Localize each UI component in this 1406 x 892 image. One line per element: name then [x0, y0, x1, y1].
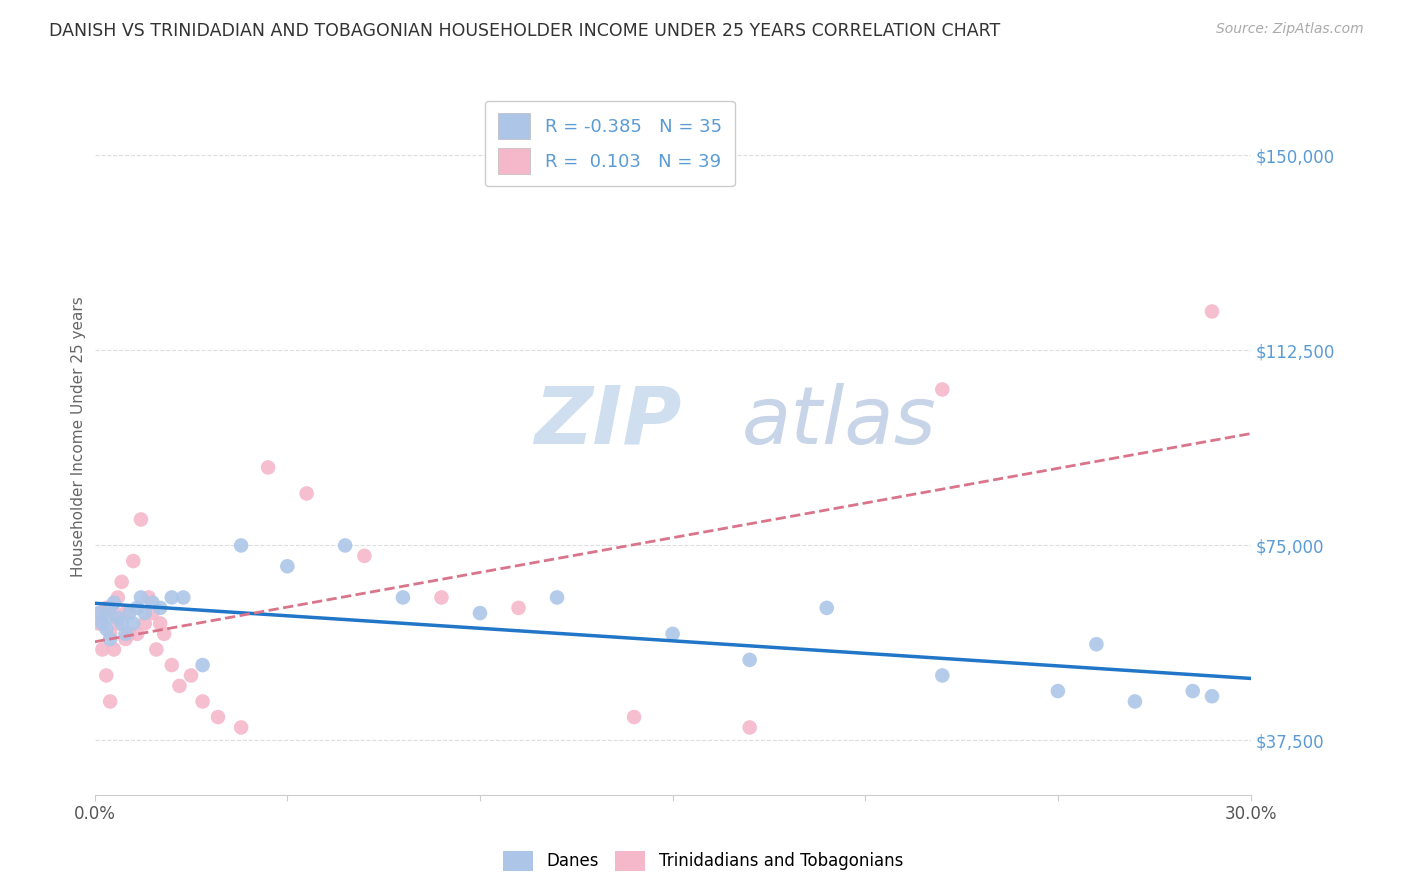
Y-axis label: Householder Income Under 25 years: Householder Income Under 25 years	[72, 296, 86, 576]
Point	[1046, 684, 1069, 698]
Point	[138, 591, 160, 605]
Point	[333, 538, 356, 552]
Point	[207, 710, 229, 724]
Point	[169, 679, 191, 693]
Point	[191, 694, 214, 708]
Point	[122, 616, 145, 631]
Point	[129, 512, 152, 526]
Point	[160, 658, 183, 673]
Point	[149, 600, 172, 615]
Legend: R = -0.385   N = 35, R =  0.103   N = 39: R = -0.385 N = 35, R = 0.103 N = 39	[485, 101, 734, 186]
Point	[114, 606, 136, 620]
Point	[141, 606, 163, 620]
Point	[1201, 304, 1223, 318]
Point	[98, 632, 121, 646]
Point	[180, 668, 202, 682]
Point	[229, 721, 252, 735]
Point	[87, 616, 110, 631]
Point	[353, 549, 375, 563]
Point	[160, 591, 183, 605]
Point	[118, 627, 141, 641]
Point	[738, 653, 761, 667]
Point	[295, 486, 318, 500]
Point	[134, 616, 156, 631]
Point	[87, 606, 110, 620]
Text: Source: ZipAtlas.com: Source: ZipAtlas.com	[1216, 22, 1364, 37]
Text: DANISH VS TRINIDADIAN AND TOBAGONIAN HOUSEHOLDER INCOME UNDER 25 YEARS CORRELATI: DANISH VS TRINIDADIAN AND TOBAGONIAN HOU…	[49, 22, 1001, 40]
Point	[172, 591, 194, 605]
Point	[98, 600, 121, 615]
Point	[931, 383, 953, 397]
Point	[191, 658, 214, 673]
Point	[91, 606, 114, 620]
Point	[931, 668, 953, 682]
Legend: Danes, Trinidadians and Tobagonians: Danes, Trinidadians and Tobagonians	[495, 842, 911, 880]
Point	[738, 721, 761, 735]
Point	[229, 538, 252, 552]
Point	[111, 616, 134, 631]
Point	[153, 627, 176, 641]
Point	[96, 611, 118, 625]
Point	[107, 591, 129, 605]
Point	[96, 622, 118, 636]
Point	[468, 606, 491, 620]
Point	[430, 591, 453, 605]
Point	[114, 632, 136, 646]
Point	[546, 591, 568, 605]
Point	[96, 668, 118, 682]
Point	[149, 616, 172, 631]
Point	[103, 596, 125, 610]
Point	[1201, 690, 1223, 704]
Point	[103, 642, 125, 657]
Point	[103, 606, 125, 620]
Point	[122, 554, 145, 568]
Point	[815, 600, 838, 615]
Point	[392, 591, 415, 605]
Point	[1123, 694, 1146, 708]
Point	[508, 600, 530, 615]
Text: ZIP: ZIP	[534, 383, 682, 461]
Point	[91, 642, 114, 657]
Point	[98, 694, 121, 708]
Point	[91, 616, 114, 631]
Point	[107, 616, 129, 631]
Point	[129, 591, 152, 605]
Text: atlas: atlas	[742, 383, 936, 461]
Point	[276, 559, 298, 574]
Point	[623, 710, 645, 724]
Point	[134, 606, 156, 620]
Point	[127, 600, 149, 615]
Point	[118, 606, 141, 620]
Point	[98, 627, 121, 641]
Point	[1085, 637, 1108, 651]
Point	[141, 596, 163, 610]
Point	[111, 574, 134, 589]
Point	[661, 627, 683, 641]
Point	[145, 642, 167, 657]
Point	[257, 460, 280, 475]
Point	[1181, 684, 1204, 698]
Point	[114, 627, 136, 641]
Point	[96, 600, 118, 615]
Point	[127, 627, 149, 641]
Point	[107, 611, 129, 625]
